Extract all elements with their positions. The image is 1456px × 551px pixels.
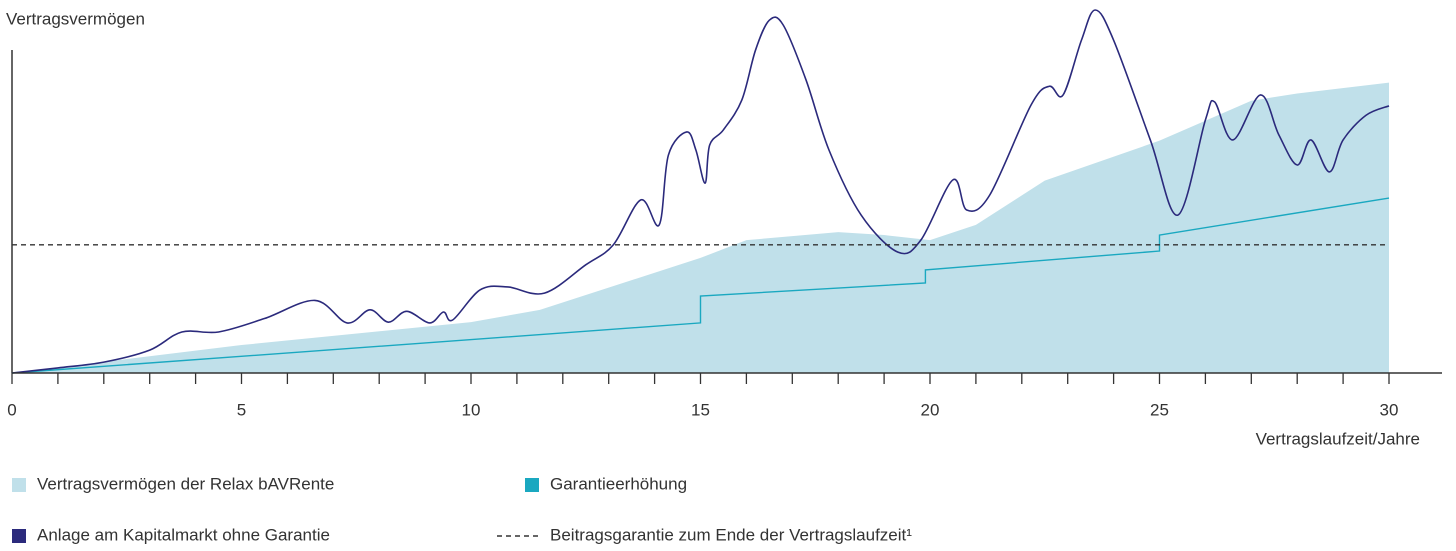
x-tick-label: 30: [1380, 400, 1399, 419]
x-tick-label: 10: [462, 400, 481, 419]
x-tick-label: 15: [691, 400, 710, 419]
y-axis-label: Vertragsvermögen: [6, 9, 145, 28]
x-tick-label: 20: [921, 400, 940, 419]
area: [12, 82, 1389, 373]
x-axis-label: Vertragslaufzeit/Jahre: [1256, 429, 1420, 448]
line: [11, 9, 1390, 374]
legend-label: Anlage am Kapitalmarkt ohne Garantie: [37, 525, 330, 544]
x-tick-label: 0: [7, 400, 16, 419]
legend-label: Garantieerhöhung: [550, 474, 687, 493]
x-tick-label: 5: [237, 400, 246, 419]
legend-swatch: [12, 529, 26, 543]
legend-swatch: [12, 478, 26, 492]
legend-swatch: [525, 478, 539, 492]
x-tick-label: 25: [1150, 400, 1169, 419]
line: [11, 197, 1390, 374]
legend-label: Beitragsgarantie zum Ende der Vertragsla…: [550, 525, 912, 544]
legend-label: Vertragsvermögen der Relax bAVRente: [37, 474, 334, 493]
